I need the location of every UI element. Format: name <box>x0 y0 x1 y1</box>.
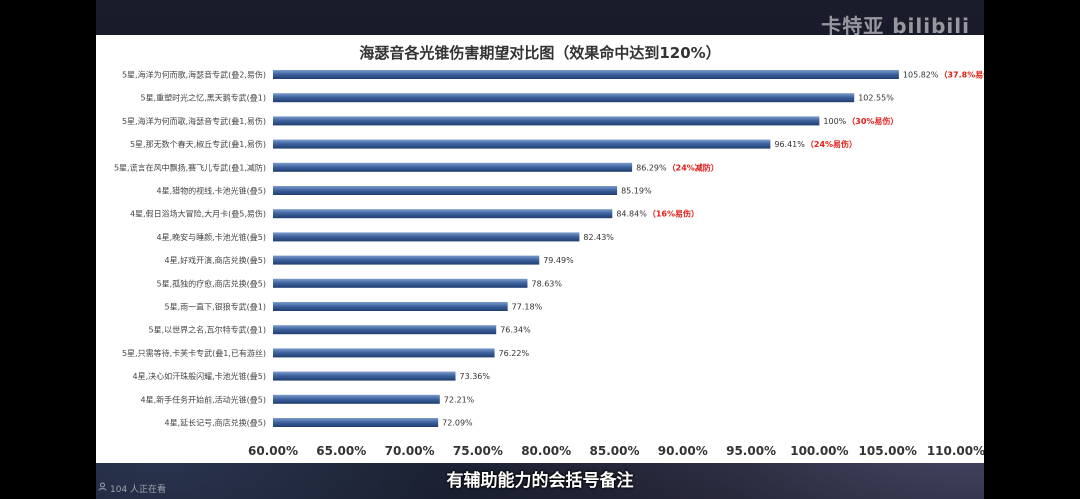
chart-card: 海瑟音各光锥伤害期望对比图（效果命中达到120%） 5星,海洋为何而歌,海瑟音专… <box>96 35 984 463</box>
category-label: 4星,假日浴场大冒险,大月卡(叠5,易伤) <box>130 209 266 219</box>
annotation-note: （24%易伤） <box>806 139 857 149</box>
category-label: 5星,只需等待,卡芙卡专武(叠1,已有游丝) <box>122 348 266 358</box>
x-tick-label: 95.00% <box>726 444 776 458</box>
category-label: 4星,决心如汗珠般闪耀,卡池光锥(叠5) <box>132 371 266 381</box>
chart-title: 海瑟音各光锥伤害期望对比图（效果命中达到120%） <box>359 44 720 62</box>
bar <box>273 255 540 265</box>
category-label: 4星,晚安与睡颜,卡池光锥(叠5) <box>156 232 266 242</box>
bar <box>273 325 497 335</box>
category-label: 4星,猎物的视线,卡池光锥(叠5) <box>156 186 266 196</box>
x-tick-label: 110.00% <box>927 444 984 458</box>
category-label: 4星,新手任务开始前,活动光锥(叠5) <box>140 394 266 404</box>
category-label: 5星,雨一直下,银狼专武(叠1) <box>164 302 266 312</box>
video-subtitle: 有辅助能力的会括号备注 <box>446 471 634 491</box>
bar <box>273 302 508 311</box>
x-tick-label: 90.00% <box>658 444 708 458</box>
value-label: 72.09% <box>442 419 473 428</box>
x-tick-label: 65.00% <box>316 444 366 458</box>
x-tick-label: 105.00% <box>859 444 917 458</box>
bar <box>273 209 613 219</box>
category-label: 5星,以世界之名,瓦尔特专武(叠1) <box>148 325 266 335</box>
category-label: 4星,好戏开演,商店兑换(叠5) <box>164 255 266 265</box>
viewer-count-text: 104 人正在看 <box>110 485 167 495</box>
bar <box>273 394 440 404</box>
letterbox-left <box>0 0 96 499</box>
bar <box>273 70 899 79</box>
value-label: 79.49% <box>543 256 574 265</box>
bar <box>273 348 495 358</box>
bars-group: 5星,海洋为何而歌,海瑟音专武(叠2,易伤) 105.82%（37.8%易伤） 5星… <box>114 70 984 428</box>
value-label: 78.63% <box>531 279 562 288</box>
category-label: 5星,海洋为何而歌,海瑟音专武(叠2,易伤) <box>122 70 266 80</box>
x-tick-label: 100.00% <box>790 444 848 458</box>
x-tick-label: 70.00% <box>385 444 435 458</box>
category-label: 4星,延长记号,商店兑换(叠5) <box>164 418 266 428</box>
category-label: 5星,谎言在风中飘扬,赛飞儿专武(叠1,减防) <box>114 162 266 172</box>
value-label: 100% <box>823 117 846 126</box>
viewer-count: 104 人正在看 <box>98 482 166 495</box>
x-tick-label: 80.00% <box>521 444 571 458</box>
bar <box>273 139 771 149</box>
value-label: 76.22% <box>499 349 530 358</box>
letterbox-right <box>984 0 1080 499</box>
bar <box>273 162 633 172</box>
annotation-note: （24%减防） <box>668 162 719 172</box>
bar <box>273 371 456 381</box>
category-label: 5星,重塑时光之忆,黑天鹅专武(叠1) <box>140 93 266 103</box>
annotation-note: （16%易伤） <box>648 209 699 219</box>
category-label: 5星,孤独的疗愈,商店兑换(叠5) <box>156 278 266 288</box>
category-label: 5星,那无数个春天,椒丘专武(叠1,易伤) <box>130 139 266 149</box>
bar <box>273 116 820 126</box>
value-label: 105.82% <box>903 71 939 80</box>
x-axis-ticks: 60.00% 65.00% 70.00% 75.00% 80.00% 85.00% 90.0… <box>248 444 984 458</box>
bar <box>273 418 439 427</box>
value-label: 102.55% <box>858 94 894 103</box>
value-label: 84.84% <box>616 210 647 219</box>
bilibili-watermark: 卡特亚 bilibili <box>821 14 970 38</box>
value-label: 73.36% <box>459 372 490 381</box>
value-label: 77.18% <box>512 303 543 312</box>
value-label: 96.41% <box>774 140 805 149</box>
x-tick-label: 75.00% <box>453 444 503 458</box>
bar <box>273 232 580 242</box>
annotation-note: （30%易伤） <box>847 116 898 126</box>
value-label: 76.34% <box>500 326 531 335</box>
x-tick-label: 60.00% <box>248 444 298 458</box>
value-label: 82.43% <box>583 233 614 242</box>
viewers-icon <box>98 482 107 493</box>
annotation-note: （37.8%易伤） <box>939 70 984 80</box>
bar <box>273 186 618 195</box>
x-tick-label: 85.00% <box>590 444 640 458</box>
bar-chart: 海瑟音各光锥伤害期望对比图（效果命中达到120%） 5星,海洋为何而歌,海瑟音专… <box>114 44 984 458</box>
value-label: 86.29% <box>636 163 667 172</box>
value-label: 72.21% <box>444 395 475 404</box>
category-label: 5星,海洋为何而歌,海瑟音专武(叠1,易伤) <box>122 116 266 126</box>
value-label: 85.19% <box>621 187 652 196</box>
bar <box>273 93 855 103</box>
bar <box>273 278 528 288</box>
